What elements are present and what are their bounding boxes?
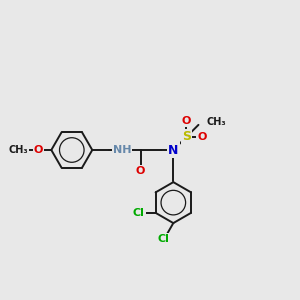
Text: CH₃: CH₃ bbox=[8, 145, 28, 155]
Text: O: O bbox=[136, 166, 145, 176]
Text: Cl: Cl bbox=[133, 208, 145, 218]
Text: S: S bbox=[182, 130, 191, 143]
Text: O: O bbox=[34, 145, 43, 155]
Text: CH₃: CH₃ bbox=[207, 117, 226, 128]
Text: NH: NH bbox=[113, 145, 131, 155]
Text: O: O bbox=[197, 132, 207, 142]
Text: Cl: Cl bbox=[158, 234, 169, 244]
Text: N: N bbox=[168, 143, 178, 157]
Text: O: O bbox=[182, 116, 191, 126]
